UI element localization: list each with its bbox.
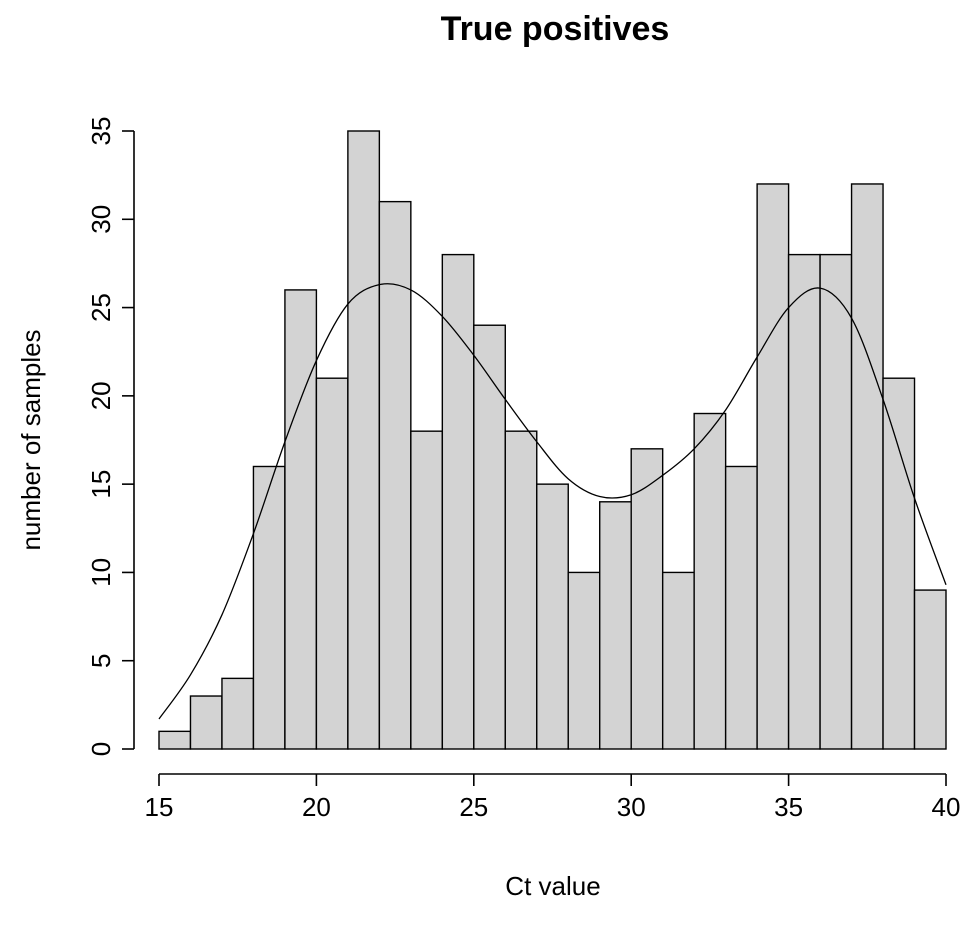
histogram-bar [410,430,444,750]
x-tick-label: 40 [932,792,961,822]
histogram-bar [567,571,601,750]
histogram-bar [189,695,223,750]
x-tick-label: 20 [302,792,331,822]
histogram-bar [252,465,286,750]
histogram-bar [473,324,506,750]
y-tick-label: 15 [86,470,116,499]
y-tick-label: 25 [86,293,116,322]
histogram-bar [693,412,727,750]
x-tick-label: 30 [617,792,646,822]
y-tick-label: 35 [86,117,116,146]
histogram-bar [913,589,947,750]
y-tick-label: 20 [86,381,116,410]
histogram-bar [441,253,475,750]
histogram-bar [221,677,255,750]
y-axis-label: number of samples [16,329,46,550]
density-curve [158,283,947,720]
histogram-bar [347,130,381,750]
x-axis: 15 20 25 30 35 40 [145,773,961,822]
y-tick-label: 5 [86,653,116,667]
histogram-bar [724,465,758,750]
histogram-bar [284,289,318,750]
histogram-bar [158,730,192,750]
histogram-bar [850,183,884,750]
x-tick-label: 15 [145,792,174,822]
x-axis-label: Ct value [505,871,600,901]
histogram-bar [882,377,916,750]
y-axis: 0 5 10 15 20 25 30 35 [86,117,135,756]
histogram-bar [661,571,695,750]
histogram-bar [630,448,664,750]
bars-group [158,130,947,750]
chart-title: True positives [441,10,670,48]
histogram-bar [756,183,790,750]
x-tick-label: 35 [774,792,803,822]
y-tick-label: 0 [86,742,116,756]
y-tick-label: 30 [86,205,116,234]
histogram-bar [819,253,853,750]
histogram-bar [504,430,538,750]
histogram-bar [599,501,632,750]
histogram-bar [315,377,349,750]
y-tick-label: 10 [86,558,116,587]
x-tick-label: 25 [459,792,488,822]
histogram-bar [536,483,569,750]
histogram-bar [378,200,412,750]
histogram-bar [787,253,821,750]
